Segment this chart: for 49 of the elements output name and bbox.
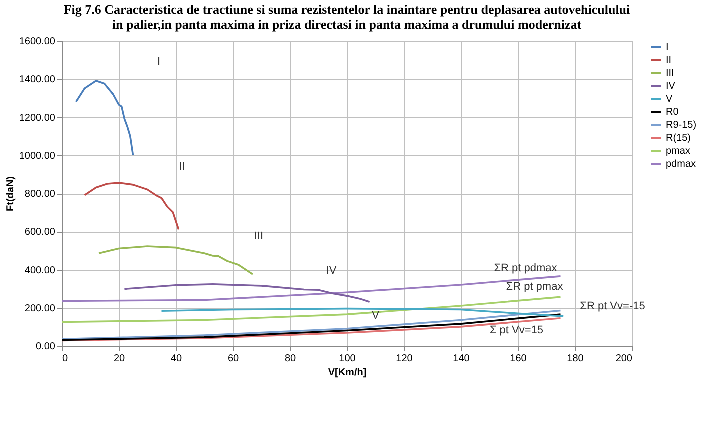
annotation: Σ pt Vv=15 bbox=[490, 324, 544, 336]
legend-label: R(15) bbox=[666, 133, 692, 144]
annotation: V bbox=[372, 310, 380, 322]
x-tick-label: 180 bbox=[567, 354, 584, 364]
line-series bbox=[61, 296, 562, 324]
line-series bbox=[84, 182, 180, 231]
legend-label: III bbox=[666, 68, 674, 79]
x-tick-label: 60 bbox=[228, 354, 240, 364]
legend-label: R0 bbox=[666, 107, 680, 118]
x-tick-label: 120 bbox=[396, 354, 414, 364]
annotation: ΣR pt pdmax bbox=[494, 262, 558, 274]
legend-label: IV bbox=[666, 81, 676, 92]
line-series bbox=[124, 284, 371, 304]
line-series bbox=[61, 276, 562, 302]
line-series bbox=[98, 246, 254, 276]
y-tick-label: 600.00 bbox=[24, 227, 56, 238]
x-tick-label: 0 bbox=[62, 354, 68, 364]
legend-label: I bbox=[666, 42, 669, 53]
y-tick-label: 800.00 bbox=[24, 189, 56, 200]
legend-label: pmax bbox=[666, 146, 690, 157]
x-tick-label: 20 bbox=[114, 354, 126, 364]
x-tick-label: 40 bbox=[170, 354, 182, 364]
chart-title: Fig 7.6 Caracteristica de tractiune si suma rezistentelor la inaintare pentru deplasarea autovehiculului in palier,in panta maxima in priza directasi in panta maxima a drumului modernizat bbox=[64, 2, 631, 32]
x-tick-label: 140 bbox=[453, 354, 470, 364]
annotation: II bbox=[178, 161, 186, 173]
y-axis-title: Ft(daN) bbox=[5, 176, 16, 212]
legend-label: R9-15) bbox=[666, 120, 697, 131]
legend-label: V bbox=[666, 94, 673, 105]
x-tick-label: 100 bbox=[339, 354, 356, 364]
y-tick-label: 0.00 bbox=[36, 342, 56, 352]
y-tick-label: 400.00 bbox=[24, 265, 56, 276]
y-tick-label: 1000.00 bbox=[19, 150, 56, 162]
y-tick-label: 200.00 bbox=[24, 303, 56, 314]
x-axis-title: V[Km/h] bbox=[328, 368, 367, 378]
y-tick-label: 1200.00 bbox=[19, 112, 56, 124]
annotation: I bbox=[157, 56, 161, 68]
line-series bbox=[160, 308, 564, 318]
legend-label: II bbox=[666, 55, 672, 66]
x-tick-label: 80 bbox=[284, 354, 296, 364]
annotation: III bbox=[254, 230, 264, 243]
annotation: ΣR pt Vv=-15 bbox=[580, 300, 646, 313]
y-tick-label: 1400.00 bbox=[19, 74, 56, 86]
y-tick-label: 1600.00 bbox=[19, 36, 56, 48]
annotation: ΣR pt pmax bbox=[506, 281, 564, 294]
annotation: IV bbox=[326, 265, 338, 278]
line-series bbox=[75, 80, 134, 156]
x-tick-label: 200 bbox=[616, 354, 633, 364]
x-tick-label: 160 bbox=[510, 354, 528, 364]
legend-label: pdmax bbox=[666, 159, 696, 170]
